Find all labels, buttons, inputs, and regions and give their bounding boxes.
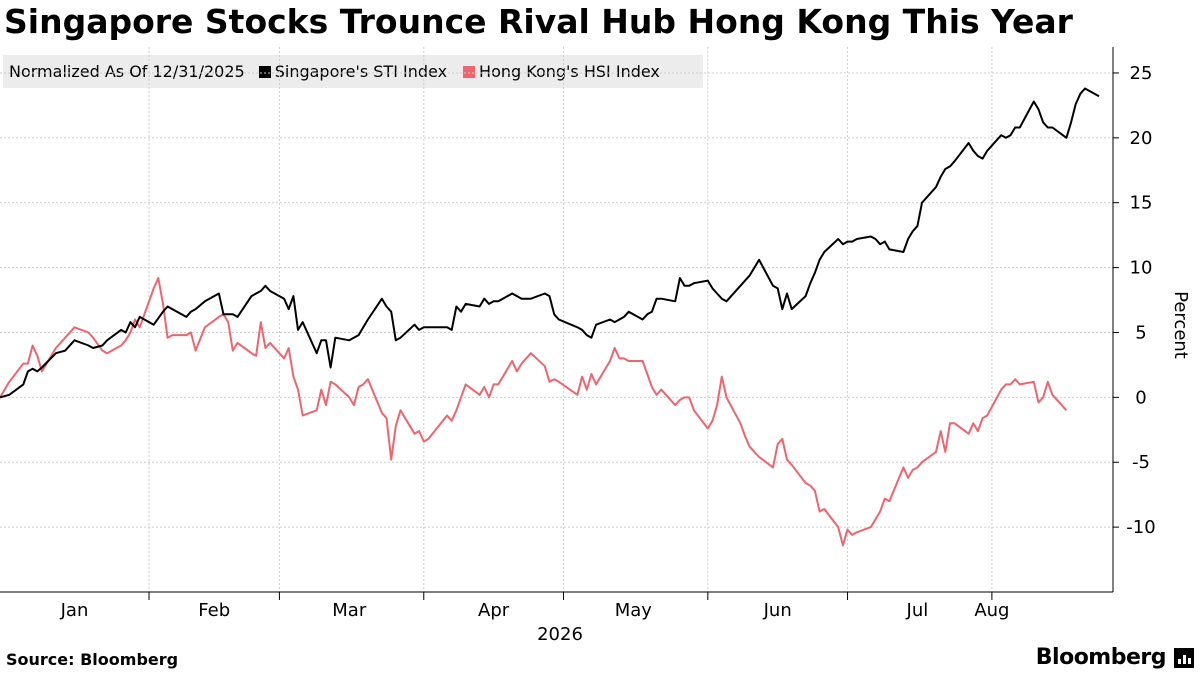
y-tick-label: 0 [1135, 387, 1146, 408]
legend-note: Normalized As Of 12/31/2025 [9, 62, 245, 81]
x-tick-label: Jun [763, 600, 792, 621]
legend-swatch-sti [258, 65, 271, 78]
series-lines [0, 87, 1100, 547]
y-tick-label: 25 [1130, 63, 1153, 84]
bloomberg-terminal-icon [1174, 648, 1194, 668]
y-tick-label: 10 [1130, 258, 1153, 279]
x-tick-label: Jan [60, 600, 89, 621]
legend-swatch-hsi [463, 65, 476, 78]
chart-title: Singapore Stocks Trounce Rival Hub Hong … [4, 2, 1073, 41]
legend-label-sti: Singapore's STI Index [274, 62, 448, 81]
series-line-sti [0, 87, 1100, 399]
y-tick-label: -10 [1126, 517, 1155, 538]
brand-logo-text: Bloomberg [1035, 645, 1167, 670]
y-tick-label: 5 [1135, 322, 1146, 343]
x-tick-label: Jul [906, 600, 929, 621]
legend: Normalized As Of 12/31/2025 Singapore's … [3, 55, 703, 88]
y-tick-label: -5 [1132, 452, 1150, 473]
grid [0, 47, 1113, 592]
axes: 25 20 15 10 5 0 -5 -10 Jan Feb Mar Apr May Jun Jul Aug [0, 47, 1156, 621]
source-note: Source: Bloomberg [6, 650, 179, 669]
y-axis-label: Percent [1170, 291, 1191, 359]
x-tick-label: May [615, 600, 653, 621]
y-tick-label: 15 [1130, 193, 1153, 214]
x-axis-year-label: 2026 [537, 624, 583, 645]
x-tick-label: Mar [332, 600, 367, 621]
x-tick-label: Feb [198, 600, 230, 621]
y-tick-label: 20 [1130, 128, 1153, 149]
x-tick-label: Apr [478, 600, 510, 621]
x-tick-label: Aug [974, 600, 1009, 621]
series-line-hsi [0, 277, 1068, 547]
legend-item-hsi: Hong Kong's HSI Index [463, 62, 660, 81]
legend-label-hsi: Hong Kong's HSI Index [479, 62, 660, 81]
legend-item-sti: Singapore's STI Index [258, 62, 448, 81]
